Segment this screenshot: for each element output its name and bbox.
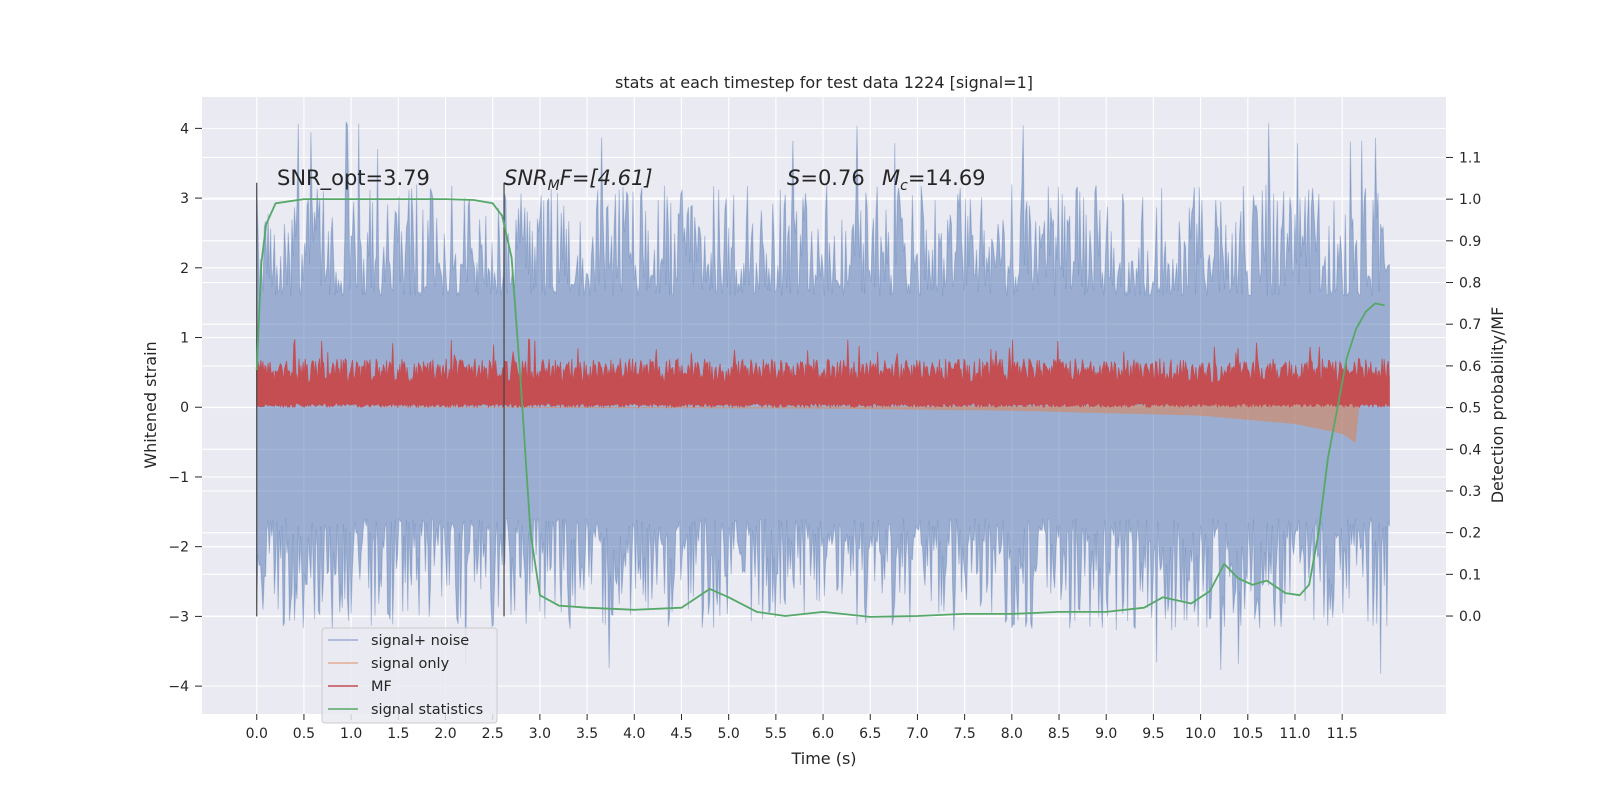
legend-label-signal-only: signal only xyxy=(371,656,450,672)
annotation-mc-sub: c xyxy=(900,178,908,194)
annotation-snr-mf-sub: M xyxy=(548,178,560,194)
x-tick-label-8: 4.0 xyxy=(623,726,645,742)
chart-title: stats at each timestep for test data 122… xyxy=(615,73,1033,92)
y-tick-label-right-4: 0.4 xyxy=(1459,442,1481,458)
x-tick-label-11: 5.5 xyxy=(765,726,787,742)
annotation-mc-main: M xyxy=(882,166,900,190)
annotation-s-rest: =0.76 xyxy=(800,166,864,190)
annotation-snr-mf-rest: F=[4.61] xyxy=(560,166,653,190)
annotation-s-main: S xyxy=(787,166,800,190)
signal-only-envelope xyxy=(256,396,1360,443)
signal-only-series xyxy=(256,396,1360,443)
mf-band xyxy=(256,338,1390,409)
annotation-mc: Mc=14.69 xyxy=(882,166,986,194)
y-tick-label-right-0: 0.0 xyxy=(1459,609,1481,625)
annotation-snr-mf-main: SNR xyxy=(504,166,548,190)
y-tick-label-left-8: 4 xyxy=(180,121,189,137)
x-tick-label-7: 3.5 xyxy=(576,726,598,742)
x-tick-label-0: 0.0 xyxy=(246,726,268,742)
y-tick-label-right-8: 0.8 xyxy=(1459,276,1481,292)
annotation-snr-opt: SNR_opt=3.79 xyxy=(277,166,430,191)
signal-statistics-series xyxy=(255,198,1385,618)
mf-series xyxy=(256,338,1390,409)
x-tick-label-6: 3.0 xyxy=(529,726,551,742)
x-tick-label-20: 10.0 xyxy=(1185,726,1216,742)
x-tick-label-3: 1.5 xyxy=(387,726,409,742)
legend-label-signal-statistics: signal statistics xyxy=(371,702,483,718)
signal-statistics-line xyxy=(255,198,1385,618)
y-tick-label-right-3: 0.3 xyxy=(1459,484,1481,500)
y-tick-label-right-2: 0.2 xyxy=(1459,526,1481,542)
x-tick-label-13: 6.5 xyxy=(859,726,881,742)
x-tick-label-14: 7.0 xyxy=(906,726,928,742)
legend: signal+ noise signal only MF signal stat… xyxy=(321,627,498,724)
y-tick-label-right-10: 1.0 xyxy=(1459,192,1481,208)
y-tick-label-right-5: 0.5 xyxy=(1459,401,1481,417)
y-tick-label-right-7: 0.7 xyxy=(1459,317,1481,333)
x-tick-label-10: 5.0 xyxy=(718,726,740,742)
y-tick-label-right-11: 1.1 xyxy=(1459,150,1481,166)
x-tick-label-18: 9.0 xyxy=(1095,726,1117,742)
y-tick-label-right-1: 0.1 xyxy=(1459,567,1481,583)
annotation-mc-rest: =14.69 xyxy=(908,166,986,190)
x-tick-label-1: 0.5 xyxy=(293,726,315,742)
y-tick-label-left-0: −4 xyxy=(168,679,189,695)
annotation-s: S=0.76 xyxy=(787,166,865,190)
x-tick-label-17: 8.5 xyxy=(1048,726,1070,742)
y-tick-label-left-6: 2 xyxy=(180,261,189,277)
x-tick-label-2: 1.0 xyxy=(340,726,362,742)
x-tick-label-15: 7.5 xyxy=(954,726,976,742)
axis-ticks: 0.0 0.5 1.0 1.5 2.0 2.5 3.0 3.5 4.0 4.5 5.0 5.5 6.0 6… xyxy=(168,121,1481,742)
y-tick-label-left-5: 1 xyxy=(180,331,189,347)
x-tick-label-21: 10.5 xyxy=(1232,726,1263,742)
y-tick-label-left-7: 3 xyxy=(180,191,189,207)
x-tick-label-19: 9.5 xyxy=(1142,726,1164,742)
x-axis-label: Time (s) xyxy=(790,749,856,768)
y-tick-label-right-6: 0.6 xyxy=(1459,359,1481,375)
x-tick-label-16: 8.0 xyxy=(1001,726,1023,742)
y-axis-label-right: Detection probability/MF xyxy=(1488,307,1507,504)
legend-label-mf: MF xyxy=(371,679,392,695)
annotation-snr-mf: SNRMF=[4.61] xyxy=(504,166,653,194)
x-tick-label-22: 11.0 xyxy=(1279,726,1310,742)
x-tick-label-12: 6.0 xyxy=(812,726,834,742)
y-tick-label-left-2: −2 xyxy=(168,540,189,556)
x-tick-label-9: 4.5 xyxy=(670,726,692,742)
y-tick-label-left-3: −1 xyxy=(168,470,189,486)
y-tick-label-left-1: −3 xyxy=(168,609,189,625)
y-tick-label-right-9: 0.9 xyxy=(1459,234,1481,250)
y-axis-label-left: Whitened strain xyxy=(141,341,160,468)
marker-lines xyxy=(256,182,505,617)
legend-label-signal-noise: signal+ noise xyxy=(371,633,469,649)
x-tick-label-23: 11.5 xyxy=(1327,726,1358,742)
annotations: SNR_opt=3.79 SNRMF=[4.61] S=0.76 Mc=14.6… xyxy=(277,166,986,194)
x-tick-label-5: 2.5 xyxy=(482,726,504,742)
y-tick-label-left-4: 0 xyxy=(180,400,189,416)
x-tick-label-4: 2.0 xyxy=(434,726,456,742)
legend-box xyxy=(321,627,498,724)
